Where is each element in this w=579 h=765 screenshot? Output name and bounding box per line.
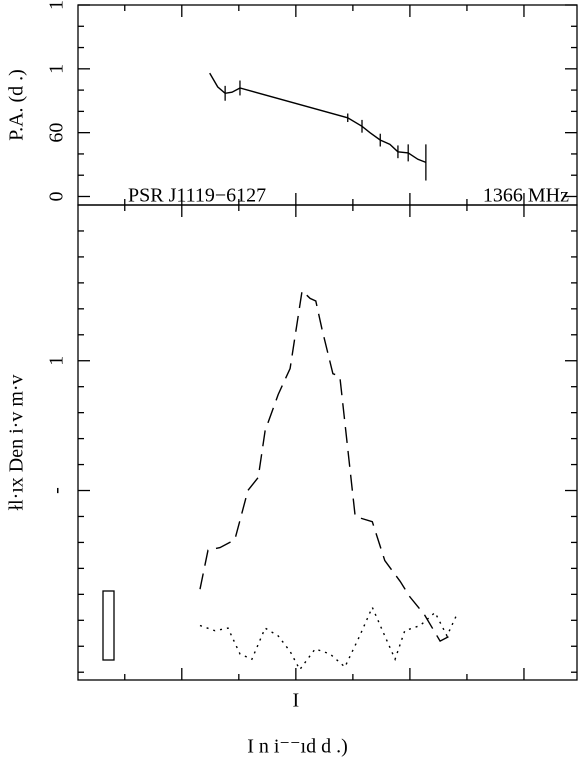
y-tick-label: 1 <box>46 64 68 74</box>
frame <box>77 204 578 681</box>
x-axis-label: I n i⁻⁻ıd d .) <box>247 736 348 758</box>
y-axis-label: łl·ıx Den i·v m·v <box>6 374 28 510</box>
scale-box <box>102 590 115 661</box>
y-tick-label: 60 <box>46 123 68 143</box>
series-line <box>199 605 459 671</box>
x-tick-label: I <box>293 690 300 712</box>
y-tick-label: 0 <box>46 191 68 201</box>
annotation: PSR J1119−6127 <box>128 185 266 207</box>
y-axis-label: P.A. (d .) <box>6 69 28 141</box>
y-tick-label: 1 <box>46 0 68 10</box>
y-tick-label: - <box>46 487 68 494</box>
frame <box>77 4 578 206</box>
series-line <box>209 72 427 164</box>
series-line <box>199 289 456 643</box>
y-tick-label: 1 <box>46 356 68 366</box>
annotation: 1366 MHz <box>483 185 569 207</box>
